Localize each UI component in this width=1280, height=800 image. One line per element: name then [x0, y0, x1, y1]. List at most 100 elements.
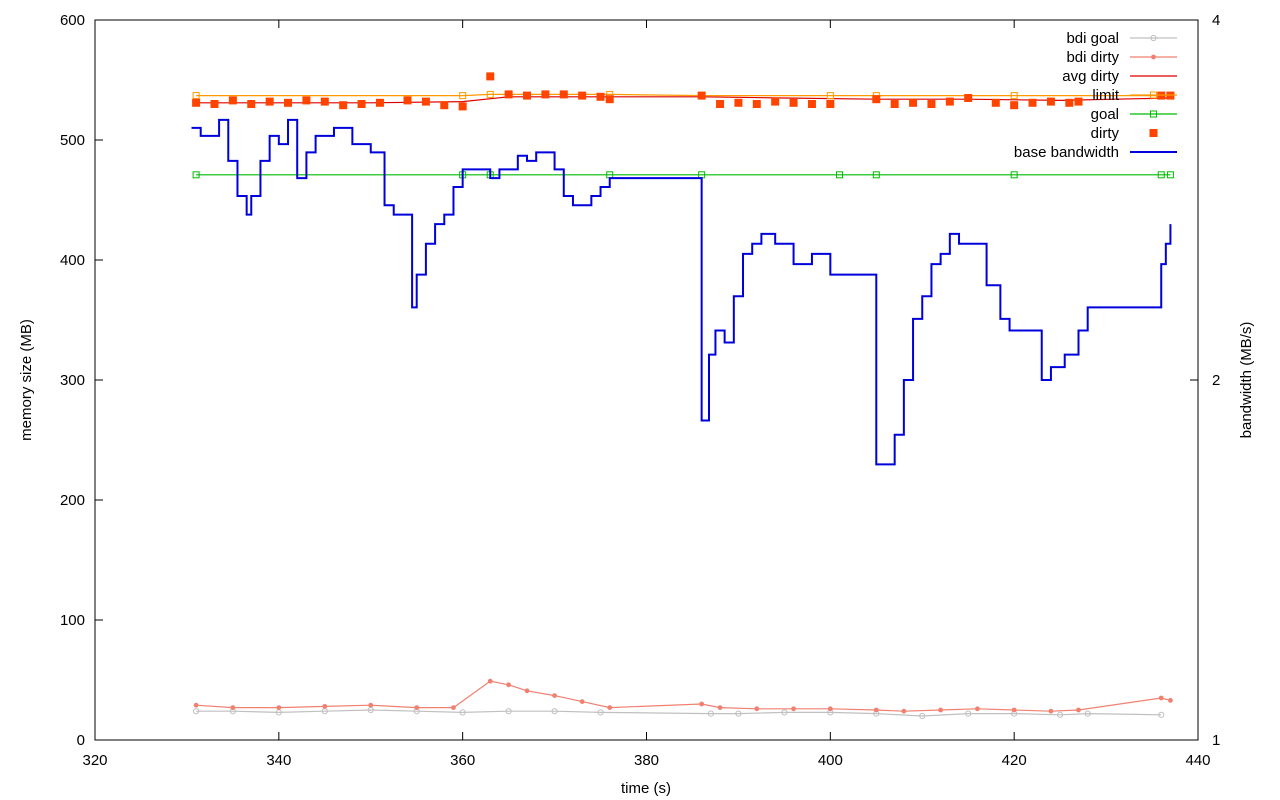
x-tick-label: 400 [818, 752, 843, 769]
data-point [578, 91, 587, 100]
y2-axis-title: bandwidth (MB/s) [1238, 322, 1255, 439]
data-point [807, 100, 816, 108]
data-point [752, 100, 761, 108]
data-point [559, 90, 568, 99]
y-tick-label: 200 [60, 492, 85, 509]
data-point [975, 706, 980, 712]
data-point [1010, 171, 1018, 179]
data-point [771, 97, 780, 106]
data-point [486, 72, 495, 81]
y-tick-label: 400 [60, 252, 85, 269]
y2-tick-label: 1 [1212, 732, 1220, 749]
y-tick-label: 0 [77, 732, 85, 749]
data-point [414, 705, 420, 710]
data-point [320, 97, 329, 106]
data-point [938, 707, 944, 713]
data-point [1046, 97, 1055, 106]
data-point [945, 97, 954, 106]
x-tick-label: 340 [266, 752, 291, 769]
data-point [357, 100, 366, 108]
data-point [890, 100, 899, 108]
data-point [486, 90, 494, 98]
y-tick-label: 100 [60, 612, 85, 629]
series-base-bandwidth [191, 118, 1172, 466]
legend-label: limit [1092, 87, 1119, 104]
y-tick-label: 500 [60, 132, 85, 149]
data-point [901, 708, 907, 714]
series-line [191, 118, 1172, 466]
data-point [789, 98, 798, 107]
data-point [552, 693, 557, 698]
data-point [230, 705, 236, 710]
x-tick-label: 360 [450, 752, 475, 769]
series-bdi-goal [193, 706, 1165, 720]
series-line [196, 680, 1171, 712]
legend-label: goal [1091, 106, 1119, 123]
data-point [193, 708, 200, 715]
data-point [707, 710, 714, 717]
y-tick-label: 300 [60, 372, 85, 389]
data-point [1166, 171, 1174, 179]
data-point [826, 92, 834, 100]
legend-swatch-marker [1150, 91, 1157, 99]
data-point [1158, 711, 1165, 718]
series-line [196, 93, 1171, 97]
data-point [965, 710, 972, 717]
data-point [247, 100, 256, 108]
data-point [1074, 97, 1083, 106]
data-point [403, 96, 412, 105]
data-point [375, 98, 384, 107]
data-point [991, 98, 1000, 107]
data-point [699, 701, 705, 707]
y-axis-title: memory size (MB) [18, 319, 35, 441]
data-point [1158, 695, 1164, 701]
legend-swatch-marker [1151, 54, 1156, 60]
y-tick-label: 600 [60, 12, 85, 29]
data-point [1168, 698, 1173, 703]
data-point [754, 706, 760, 712]
data-point [551, 708, 558, 715]
data-point [504, 90, 513, 99]
data-point [421, 97, 430, 106]
series-line [196, 96, 1171, 104]
data-point [781, 709, 788, 716]
data-point [1048, 708, 1054, 714]
legend-label: base bandwidth [1014, 144, 1119, 161]
data-point [505, 708, 512, 715]
legend-swatch-marker [1150, 110, 1157, 118]
data-point [717, 705, 723, 710]
legend-swatch-marker [1150, 34, 1157, 42]
data-point [192, 171, 200, 179]
data-point [506, 682, 512, 688]
legend-label: dirty [1091, 125, 1120, 142]
data-point [523, 91, 532, 100]
data-point [927, 100, 936, 108]
data-point [192, 92, 200, 100]
data-point [1084, 710, 1091, 717]
legend-swatch-marker [1149, 129, 1158, 137]
data-point [193, 702, 199, 708]
data-point [284, 98, 293, 107]
data-point [597, 709, 604, 716]
data-point [909, 98, 918, 107]
data-point [228, 96, 237, 105]
data-point [192, 98, 201, 107]
series-goal [192, 171, 1174, 179]
data-point [872, 171, 880, 179]
data-point [541, 90, 550, 99]
data-point [210, 100, 219, 108]
data-point [265, 97, 274, 106]
data-point [1076, 707, 1081, 713]
ticks-layer: 320 340 360 380 400 420 440 0 100 200 300 400 500 600… [60, 12, 1220, 769]
data-point [607, 705, 613, 710]
data-point [791, 706, 796, 712]
legend: bdi goal bdi dirty avg dirty limit goal dirty… [1014, 30, 1177, 161]
x-tick-label: 440 [1185, 752, 1210, 769]
series-avg-dirty [196, 96, 1171, 104]
data-point [440, 101, 449, 110]
data-point [339, 101, 348, 110]
data-point [487, 678, 493, 684]
data-point [368, 702, 374, 708]
series-dirty [192, 72, 1175, 111]
